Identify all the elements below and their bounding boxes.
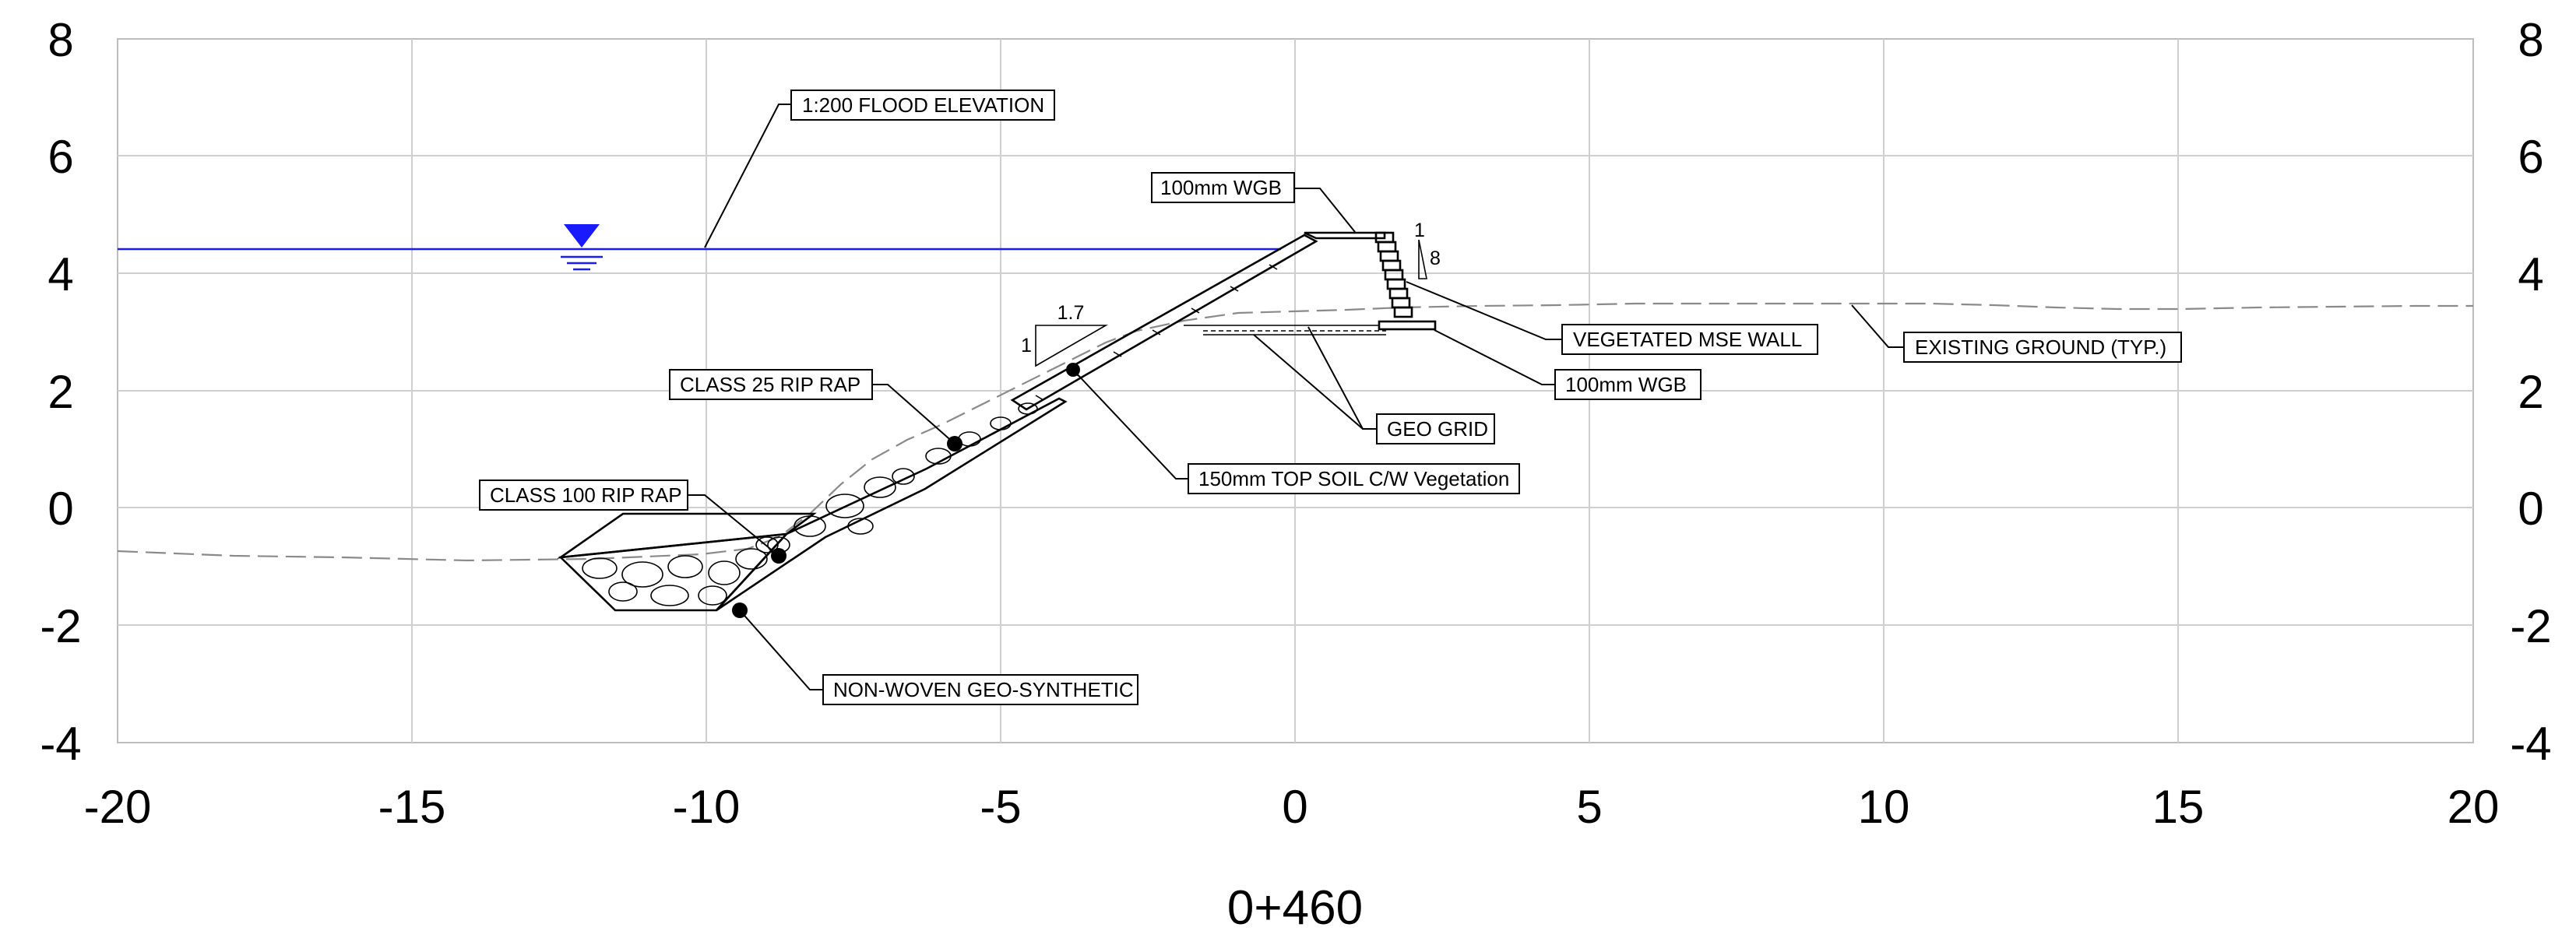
callout-wgb-bottom: 100mm WGB bbox=[1554, 369, 1701, 400]
callout-dot bbox=[732, 602, 748, 618]
y-axis-left: 8 6 4 2 0 -2 -4 bbox=[40, 14, 81, 770]
callout-mse-wall-label: VEGETATED MSE WALL bbox=[1573, 328, 1802, 351]
callout-flood-elevation: 1:200 FLOOD ELEVATION bbox=[790, 90, 1055, 121]
callout-wgb-top: 100mm WGB bbox=[1151, 172, 1295, 203]
x-tick-label: 20 bbox=[2448, 781, 2500, 833]
callout-riprap-25-label: CLASS 25 RIP RAP bbox=[680, 373, 860, 396]
existing-ground-line bbox=[117, 302, 2473, 562]
vegetated-mse-wall bbox=[1374, 231, 1437, 331]
callout-geo-grid: GEO GRID bbox=[1376, 413, 1495, 444]
callout-flood-label: 1:200 FLOOD ELEVATION bbox=[802, 93, 1044, 117]
y-tick-label: -4 bbox=[40, 718, 81, 770]
callout-dots bbox=[732, 363, 1080, 618]
y-tick-label: 4 bbox=[48, 248, 73, 300]
callout-riprap-100-label: CLASS 100 RIP RAP bbox=[490, 483, 682, 507]
callout-geosynthetic-label: NON-WOVEN GEO-SYNTHETIC bbox=[833, 678, 1134, 701]
y-tick-label: -4 bbox=[2510, 718, 2551, 770]
y-tick-label: 6 bbox=[48, 131, 73, 183]
callout-dot bbox=[771, 548, 787, 564]
y-tick-label: -2 bbox=[40, 600, 81, 652]
x-tick-label: 10 bbox=[1858, 781, 1910, 833]
callout-dot bbox=[1066, 363, 1080, 377]
slope-rise-label: 1 bbox=[1021, 335, 1032, 357]
top-wgb-pad bbox=[1304, 231, 1386, 240]
callouts: 1:200 FLOOD ELEVATION 100mm WGB VEGETATE… bbox=[479, 90, 2182, 705]
y-tick-label: 2 bbox=[48, 366, 73, 418]
flood-water-line bbox=[118, 224, 1281, 271]
x-axis: -20 -15 -10 -5 0 5 10 15 20 bbox=[84, 781, 2500, 833]
x-tick-label: -10 bbox=[673, 781, 741, 833]
y-tick-label: 8 bbox=[48, 14, 73, 66]
grid bbox=[117, 38, 2474, 743]
x-tick-label: 0 bbox=[1282, 781, 1307, 833]
callout-wgb-bottom-label: 100mm WGB bbox=[1565, 373, 1687, 396]
x-tick-label: 5 bbox=[1576, 781, 1602, 833]
y-tick-label: 2 bbox=[2518, 366, 2543, 418]
y-tick-label: 8 bbox=[2518, 14, 2543, 66]
y-tick-label: 0 bbox=[2518, 483, 2543, 535]
callout-topsoil-label: 150mm TOP SOIL C/W Vegetation bbox=[1198, 467, 1509, 490]
x-tick-label: -5 bbox=[980, 781, 1021, 833]
y-tick-label: 0 bbox=[48, 483, 73, 535]
callout-riprap-25: CLASS 25 RIP RAP bbox=[669, 369, 873, 400]
callout-geosynthetic: NON-WOVEN GEO-SYNTHETIC bbox=[822, 674, 1138, 705]
y-tick-label: -2 bbox=[2510, 600, 2551, 652]
x-tick-label: 15 bbox=[2152, 781, 2205, 833]
callout-dot bbox=[947, 436, 962, 451]
x-tick-label: -20 bbox=[84, 781, 152, 833]
x-tick-label: -15 bbox=[378, 781, 446, 833]
leader-lines bbox=[688, 104, 1904, 690]
batter-vertical-label: 8 bbox=[1430, 248, 1441, 269]
y-axis-right: 8 6 4 2 0 -2 -4 bbox=[2510, 14, 2551, 770]
callout-geo-grid-label: GEO GRID bbox=[1387, 417, 1488, 441]
callout-topsoil: 150mm TOP SOIL C/W Vegetation bbox=[1188, 463, 1520, 494]
wall-batter-symbol: 1 8 bbox=[1414, 220, 1441, 279]
callout-mse-wall: VEGETATED MSE WALL bbox=[1561, 324, 1818, 355]
batter-horizontal-label: 1 bbox=[1414, 220, 1425, 241]
riprap-slope-body bbox=[716, 397, 1068, 612]
station-label: 0+460 bbox=[1227, 881, 1363, 935]
y-tick-label: 6 bbox=[2518, 131, 2543, 183]
y-tick-label: 4 bbox=[2518, 248, 2543, 300]
callout-existing-ground: EXISTING GROUND (TYP.) bbox=[1903, 332, 2182, 363]
geo-grid-layers bbox=[1184, 325, 1386, 335]
water-level-triangle-icon bbox=[564, 224, 600, 248]
callout-existing-ground-label: EXISTING GROUND (TYP.) bbox=[1915, 335, 2166, 359]
slope-ratio-triangle: 1.7 1 bbox=[1021, 302, 1108, 367]
callout-riprap-100: CLASS 100 RIP RAP bbox=[479, 480, 688, 511]
callout-wgb-top-label: 100mm WGB bbox=[1160, 176, 1282, 199]
slope-run-label: 1.7 bbox=[1057, 302, 1085, 324]
